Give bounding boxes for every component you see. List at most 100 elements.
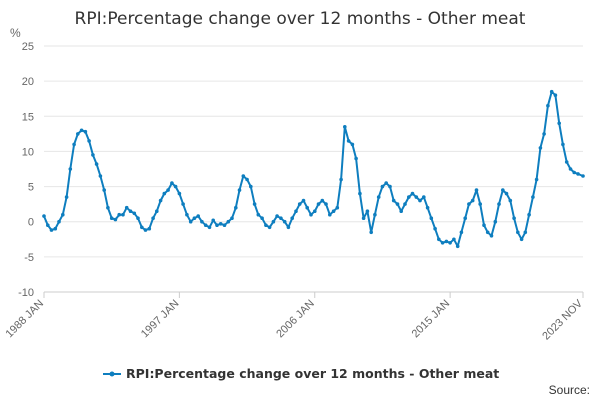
data-point[interactable] xyxy=(61,212,65,217)
data-point[interactable] xyxy=(549,89,554,94)
data-point[interactable] xyxy=(53,226,58,231)
data-point[interactable] xyxy=(384,181,389,185)
data-point[interactable] xyxy=(455,244,460,249)
data-point[interactable] xyxy=(72,142,76,147)
data-point[interactable] xyxy=(335,205,340,210)
data-point[interactable] xyxy=(399,209,404,213)
data-point[interactable] xyxy=(369,230,374,235)
data-point[interactable] xyxy=(158,198,163,203)
data-point[interactable] xyxy=(485,230,490,235)
data-point[interactable] xyxy=(113,217,118,222)
data-point[interactable] xyxy=(203,223,208,227)
data-point[interactable] xyxy=(222,223,227,227)
data-point[interactable] xyxy=(407,195,411,199)
data-point[interactable] xyxy=(91,153,95,157)
data-point[interactable] xyxy=(564,160,569,164)
data-point[interactable] xyxy=(361,216,366,220)
data-point[interactable] xyxy=(215,223,219,227)
data-point[interactable] xyxy=(358,191,362,196)
data-point[interactable] xyxy=(512,216,516,220)
data-point[interactable] xyxy=(346,139,351,143)
data-point[interactable] xyxy=(429,216,434,220)
data-point[interactable] xyxy=(373,212,377,217)
data-point[interactable] xyxy=(83,129,88,134)
data-point[interactable] xyxy=(252,202,257,206)
data-point[interactable] xyxy=(418,198,422,203)
data-point[interactable] xyxy=(64,195,69,199)
data-point[interactable] xyxy=(102,188,106,192)
data-point[interactable] xyxy=(192,216,197,220)
data-point[interactable] xyxy=(320,198,325,203)
data-point[interactable] xyxy=(448,241,452,245)
data-point[interactable] xyxy=(234,205,238,210)
data-point[interactable] xyxy=(365,209,370,213)
data-point[interactable] xyxy=(294,209,298,213)
data-point[interactable] xyxy=(523,230,528,235)
data-point[interactable] xyxy=(207,225,212,230)
data-point[interactable] xyxy=(470,198,475,203)
data-point[interactable] xyxy=(128,209,133,213)
data-point[interactable] xyxy=(87,139,91,143)
data-point[interactable] xyxy=(410,191,415,196)
data-point[interactable] xyxy=(561,142,565,147)
data-point[interactable] xyxy=(170,181,174,185)
data-point[interactable] xyxy=(155,209,159,213)
data-point[interactable] xyxy=(211,218,215,223)
data-point[interactable] xyxy=(106,205,110,210)
data-point[interactable] xyxy=(173,184,178,189)
data-point[interactable] xyxy=(79,128,84,133)
data-point[interactable] xyxy=(42,214,46,218)
data-point[interactable] xyxy=(452,237,456,242)
data-point[interactable] xyxy=(534,177,539,182)
data-point[interactable] xyxy=(459,230,464,235)
data-point[interactable] xyxy=(241,174,246,178)
data-point[interactable] xyxy=(519,237,524,242)
data-point[interactable] xyxy=(350,142,355,147)
data-point[interactable] xyxy=(354,156,358,161)
data-point[interactable] xyxy=(581,174,585,178)
data-point[interactable] xyxy=(309,212,313,217)
data-point[interactable] xyxy=(124,205,129,210)
data-point[interactable] xyxy=(316,202,321,206)
data-point[interactable] xyxy=(46,223,50,227)
data-point[interactable] xyxy=(218,222,223,226)
data-point[interactable] xyxy=(286,225,291,230)
data-point[interactable] xyxy=(391,198,396,203)
data-point[interactable] xyxy=(140,225,144,230)
data-point[interactable] xyxy=(531,195,535,199)
data-point[interactable] xyxy=(162,191,167,196)
data-point[interactable] xyxy=(343,125,347,129)
data-point[interactable] xyxy=(576,172,580,176)
data-point[interactable] xyxy=(474,188,479,192)
data-point[interactable] xyxy=(557,121,561,126)
data-point[interactable] xyxy=(109,216,114,220)
data-point[interactable] xyxy=(425,205,430,210)
data-point[interactable] xyxy=(440,241,445,245)
data-point[interactable] xyxy=(339,177,343,182)
data-point[interactable] xyxy=(249,184,253,189)
legend[interactable]: RPI:Percentage change over 12 months - O… xyxy=(103,366,499,381)
data-point[interactable] xyxy=(328,212,332,217)
data-point[interactable] xyxy=(395,202,400,206)
data-point[interactable] xyxy=(57,219,61,224)
data-point[interactable] xyxy=(230,216,234,220)
data-point[interactable] xyxy=(245,177,249,182)
data-point[interactable] xyxy=(256,212,261,217)
data-point[interactable] xyxy=(482,223,486,227)
data-point[interactable] xyxy=(301,198,306,203)
data-point[interactable] xyxy=(181,202,185,206)
data-point[interactable] xyxy=(527,212,531,217)
data-point[interactable] xyxy=(226,219,231,224)
data-point[interactable] xyxy=(444,239,449,244)
data-point[interactable] xyxy=(76,132,80,136)
data-point[interactable] xyxy=(313,209,317,213)
data-point[interactable] xyxy=(143,228,148,232)
data-point[interactable] xyxy=(538,146,543,150)
data-point[interactable] xyxy=(433,226,437,231)
data-point[interactable] xyxy=(264,223,268,227)
data-point[interactable] xyxy=(493,219,498,224)
data-point[interactable] xyxy=(403,202,407,206)
data-point[interactable] xyxy=(94,162,99,166)
data-point[interactable] xyxy=(237,188,242,192)
data-point[interactable] xyxy=(49,228,54,232)
